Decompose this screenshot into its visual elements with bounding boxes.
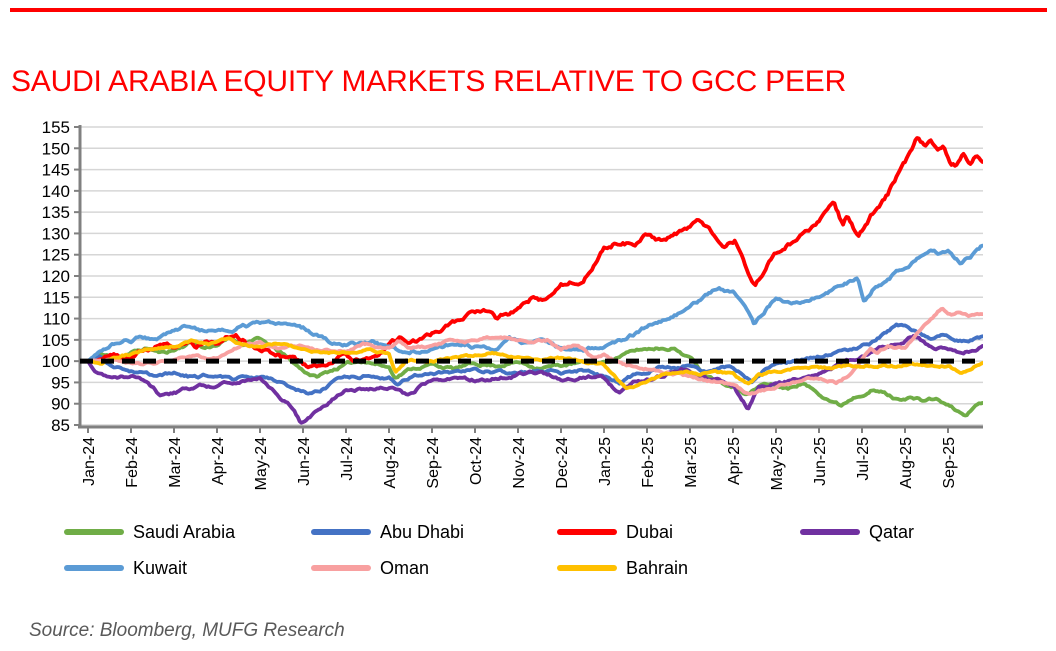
x-axis-label: Sep-24 bbox=[425, 437, 442, 489]
x-axis-label: Jul-25 bbox=[855, 437, 872, 481]
legend-item-dubai: Dubai bbox=[557, 521, 673, 543]
x-axis-label: Oct-24 bbox=[468, 437, 485, 485]
legend-item-oman: Oman bbox=[311, 557, 429, 579]
x-axis-label: Apr-25 bbox=[726, 437, 743, 485]
y-axis-label: 105 bbox=[42, 331, 70, 350]
legend-label: Oman bbox=[380, 558, 430, 578]
x-axis-label: Aug-25 bbox=[898, 437, 915, 489]
x-axis-label: Aug-24 bbox=[382, 437, 399, 489]
y-axis-label: 90 bbox=[51, 395, 70, 414]
y-axis-label: 130 bbox=[42, 224, 70, 243]
legend-label: Kuwait bbox=[133, 558, 188, 578]
y-axis-label: 135 bbox=[42, 203, 70, 222]
legend-swatch bbox=[800, 529, 860, 535]
legend-swatch bbox=[64, 565, 124, 571]
series-line-bahrain bbox=[86, 336, 983, 391]
x-axis-label: Nov-24 bbox=[511, 437, 528, 489]
series-line-oman bbox=[86, 306, 983, 396]
y-axis-label: 110 bbox=[43, 310, 70, 329]
x-axis-label: Mar-24 bbox=[167, 437, 184, 488]
legend-item-qatar: Qatar bbox=[800, 521, 914, 543]
x-axis-label: May-24 bbox=[253, 437, 270, 490]
y-axis-label: 140 bbox=[42, 182, 70, 201]
legend-label: Bahrain bbox=[626, 558, 689, 578]
series-line-abu-dhabi bbox=[86, 322, 983, 396]
legend-item-bahrain: Bahrain bbox=[557, 557, 688, 579]
x-axis-label: Feb-24 bbox=[124, 437, 141, 488]
x-axis-label: Jan-25 bbox=[597, 437, 614, 486]
y-axis-label: 155 bbox=[42, 118, 70, 137]
page-title: SAUDI ARABIA EQUITY MARKETS RELATIVE TO … bbox=[11, 65, 847, 99]
y-axis-label: 85 bbox=[51, 416, 70, 435]
legend-item-saudi-arabia: Saudi Arabia bbox=[64, 521, 235, 543]
x-axis-label: May-25 bbox=[769, 437, 786, 490]
x-axis-label: Jun-24 bbox=[296, 437, 313, 486]
y-axis-label: 115 bbox=[43, 288, 70, 307]
x-axis-label: Apr-24 bbox=[210, 437, 227, 485]
source-note: Source: Bloomberg, MUFG Research bbox=[29, 620, 345, 641]
x-axis-label: Jun-25 bbox=[812, 437, 829, 486]
x-axis-label: Dec-24 bbox=[554, 437, 571, 489]
y-axis-label: 125 bbox=[42, 246, 70, 265]
legend-swatch bbox=[64, 529, 124, 535]
x-axis-label: Mar-25 bbox=[683, 437, 700, 488]
legend-label: Abu Dhabi bbox=[380, 522, 465, 542]
legend-swatch bbox=[311, 529, 371, 535]
legend-swatch bbox=[557, 565, 617, 571]
legend-swatch bbox=[557, 529, 617, 535]
legend-label: Saudi Arabia bbox=[133, 522, 236, 542]
y-axis-label: 120 bbox=[42, 267, 70, 286]
y-axis-label: 145 bbox=[42, 161, 70, 180]
accent-rule bbox=[10, 8, 1047, 12]
y-axis-label: 100 bbox=[42, 352, 70, 371]
legend-item-kuwait: Kuwait bbox=[64, 557, 187, 579]
y-axis-label: 95 bbox=[51, 373, 70, 392]
x-axis-label: Feb-25 bbox=[640, 437, 657, 488]
legend-swatch bbox=[311, 565, 371, 571]
series-line-dubai bbox=[86, 136, 983, 370]
x-axis-label: Jan-24 bbox=[81, 437, 98, 486]
legend-item-abu-dhabi: Abu Dhabi bbox=[311, 521, 464, 543]
x-axis-label: Jul-24 bbox=[339, 437, 356, 481]
legend-label: Qatar bbox=[869, 522, 915, 542]
x-axis-label: Sep-25 bbox=[941, 437, 958, 489]
legend-label: Dubai bbox=[626, 522, 674, 542]
y-axis-label: 150 bbox=[42, 139, 70, 158]
